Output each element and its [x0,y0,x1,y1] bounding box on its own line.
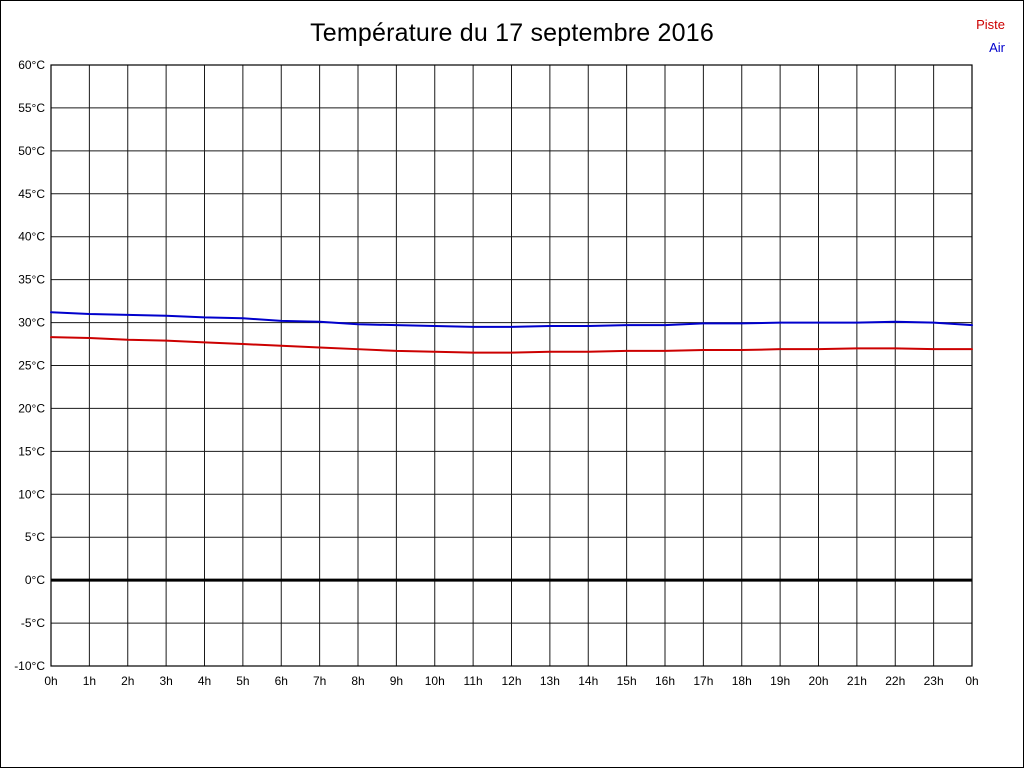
x-axis-tick-label: 18h [732,674,752,688]
x-axis-tick-label: 12h [501,674,521,688]
x-axis-tick-label: 16h [655,674,675,688]
legend-item-piste: Piste [976,17,1005,32]
x-axis-tick-label: 6h [275,674,288,688]
y-axis-tick-label: 0°C [25,573,45,587]
y-axis-tick-label: 15°C [18,444,45,458]
series-line-air [50,311,973,328]
x-axis-tick-label: 14h [578,674,598,688]
chart-legend: Piste Air [976,13,1005,59]
x-axis-tick-label: 19h [770,674,790,688]
x-axis-tick-label: 1h [83,674,96,688]
x-axis-tick-label: 10h [425,674,445,688]
y-axis-tick-label: 55°C [18,101,45,115]
x-axis-tick-label: 7h [313,674,326,688]
x-axis-tick-label: 5h [236,674,249,688]
x-axis-tick-label: 20h [808,674,828,688]
x-axis-tick-label: 9h [390,674,403,688]
y-axis-tick-label: 20°C [18,401,45,415]
y-axis-tick-label: 10°C [18,487,45,501]
x-axis-tick-label: 2h [121,674,134,688]
x-axis-tick-label: 8h [351,674,364,688]
y-axis-tick-label: 30°C [18,316,45,330]
x-axis-tick-label: 3h [159,674,172,688]
x-axis-tick-label: 13h [540,674,560,688]
chart-title: Température du 17 septembre 2016 [310,19,714,47]
y-axis-tick-label: -5°C [21,616,45,630]
y-axis-tick-label: 5°C [25,530,45,544]
y-axis-tick-label: 45°C [18,187,45,201]
y-axis-tick-label: 60°C [18,58,45,72]
y-axis-tick-label: 40°C [18,230,45,244]
legend-item-air: Air [989,40,1005,55]
x-axis-tick-label: 17h [693,674,713,688]
x-axis-tick-label: 4h [198,674,211,688]
y-axis-tick-label: 35°C [18,273,45,287]
x-axis-tick-label: 0h [44,674,57,688]
x-axis-tick-label: 23h [924,674,944,688]
x-axis-tick-label: 22h [885,674,905,688]
plot-border [50,64,973,667]
series-line-piste [50,336,973,354]
y-axis-tick-label: 50°C [18,144,45,158]
x-axis-tick-label: 0h [965,674,978,688]
x-axis-tick-label: 11h [464,674,483,688]
x-axis-tick-label: 15h [617,674,637,688]
y-axis-tick-label: -10°C [14,659,45,673]
x-axis-tick-label: 21h [847,674,867,688]
y-axis-tick-label: 25°C [18,359,45,373]
